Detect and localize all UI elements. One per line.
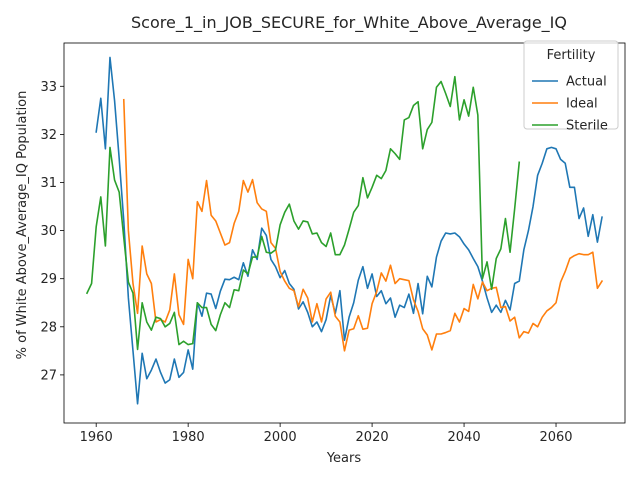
legend-label-actual: Actual xyxy=(566,75,607,90)
axes: 1960 1980 2000 2020 2040 2060 27 28 29 30 31 32 33 xyxy=(40,42,626,445)
plot-lines xyxy=(85,56,604,405)
x-tick-label: 1960 xyxy=(80,430,113,445)
legend-box xyxy=(523,40,619,130)
y-tick-label: 29 xyxy=(40,272,57,287)
series-line-sterile xyxy=(85,75,521,351)
series-line-ideal xyxy=(122,98,604,352)
legend-title: Fertility xyxy=(547,48,596,63)
x-tick-label: 2040 xyxy=(448,430,481,445)
y-tick-label: 33 xyxy=(40,80,57,95)
x-tick-label: 2060 xyxy=(539,430,572,445)
legend: Fertility Actual Ideal Sterile xyxy=(523,40,619,134)
chart-title: Score_1_in_JOB_SECURE_for_White_Above_Av… xyxy=(131,13,567,33)
y-tick-label: 30 xyxy=(40,224,57,239)
x-tick-label: 2020 xyxy=(356,430,389,445)
y-tick-label: 28 xyxy=(40,320,57,335)
legend-label-ideal: Ideal xyxy=(566,97,598,112)
x-tick-label: 2000 xyxy=(264,430,297,445)
plot-frame xyxy=(63,42,626,424)
y-axis-label: % of White Above_Average_IQ Population xyxy=(15,91,30,360)
x-tick-label: 1980 xyxy=(172,430,205,445)
y-tick-label: 31 xyxy=(40,176,57,191)
series-line-actual xyxy=(95,56,603,405)
y-tick-label: 27 xyxy=(40,368,57,383)
x-axis-label: Years xyxy=(326,451,362,466)
y-tick-label: 32 xyxy=(40,128,57,143)
legend-label-sterile: Sterile xyxy=(566,119,608,134)
